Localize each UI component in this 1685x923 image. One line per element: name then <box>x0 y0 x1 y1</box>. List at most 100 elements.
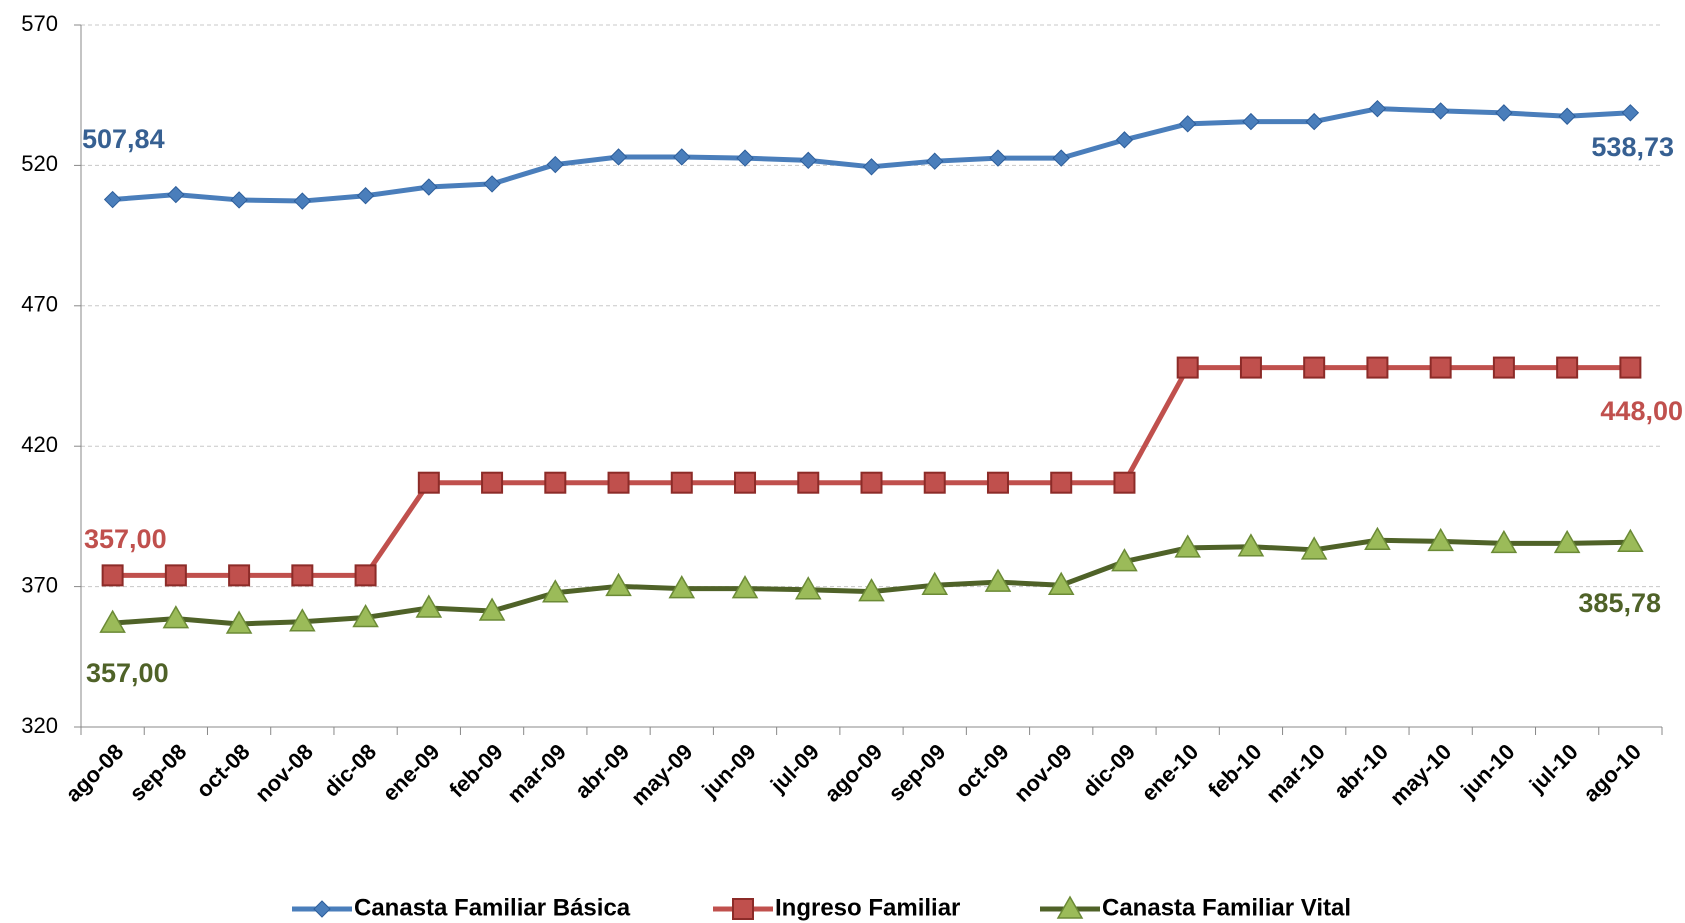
marker <box>101 564 124 587</box>
marker <box>415 594 443 618</box>
x-tick-label: feb-09 <box>444 739 507 802</box>
marker <box>794 576 822 600</box>
value-label: 385,78 <box>1578 588 1661 618</box>
marker <box>354 564 377 587</box>
marker <box>1619 356 1642 379</box>
marker <box>103 190 122 209</box>
marker <box>162 605 190 629</box>
x-tick-label: oct-09 <box>950 739 1013 802</box>
x-tick-label: may-10 <box>1385 739 1456 810</box>
marker <box>167 185 185 204</box>
value-label: 448,00 <box>1600 396 1683 426</box>
marker <box>605 572 632 597</box>
marker <box>313 900 331 918</box>
marker <box>1237 533 1265 557</box>
x-tick-label: abr-10 <box>1329 739 1393 803</box>
marker <box>984 568 1012 592</box>
marker <box>860 471 883 494</box>
legend-label: Canasta Familiar Vital <box>1102 894 1351 921</box>
x-tick-label: jun-09 <box>696 739 760 803</box>
marker <box>1492 356 1515 379</box>
marker <box>228 564 251 587</box>
value-label: 507,84 <box>82 124 165 154</box>
marker <box>1368 99 1387 118</box>
x-tick-label: nov-08 <box>250 739 318 807</box>
legend-label: Canasta Familiar Básica <box>354 894 631 921</box>
marker <box>478 597 506 621</box>
marker <box>736 149 754 167</box>
y-tick-label: 320 <box>21 713 58 738</box>
marker <box>923 471 946 494</box>
x-tick-label: ene-09 <box>377 739 444 806</box>
marker <box>1176 356 1199 379</box>
marker <box>1113 471 1136 494</box>
x-tick-label: ago-10 <box>1578 739 1646 807</box>
marker <box>356 187 375 205</box>
marker <box>1047 571 1075 595</box>
marker <box>1490 529 1518 554</box>
value-label: 357,00 <box>86 658 169 688</box>
marker <box>1305 112 1323 131</box>
x-tick-label: jul-10 <box>1524 739 1583 798</box>
marker <box>1553 529 1581 554</box>
marker <box>799 151 817 170</box>
marker <box>1617 528 1644 553</box>
marker <box>609 148 628 166</box>
marker <box>546 155 565 174</box>
x-tick-label: mar-09 <box>502 739 571 808</box>
annotation: 357,00 <box>84 524 167 554</box>
marker <box>417 471 440 494</box>
marker <box>1366 356 1389 379</box>
marker <box>1556 356 1579 379</box>
marker <box>1242 112 1260 131</box>
y-tick-label: 570 <box>21 11 58 36</box>
x-tick-label: ago-09 <box>819 739 887 807</box>
marker <box>797 471 820 494</box>
marker <box>481 471 504 494</box>
marker <box>1427 527 1454 552</box>
marker <box>858 578 885 602</box>
marker <box>1178 115 1197 133</box>
marker <box>732 898 754 920</box>
marker <box>1056 895 1084 919</box>
x-tick-label: feb-10 <box>1203 739 1266 802</box>
marker <box>1239 356 1262 379</box>
marker <box>731 575 759 599</box>
marker <box>420 178 438 196</box>
x-tick-label: sep-08 <box>125 739 192 806</box>
marker <box>673 148 691 166</box>
marker <box>1429 356 1452 379</box>
marker <box>1364 526 1391 551</box>
x-tick-label: abr-09 <box>570 739 634 803</box>
marker <box>989 149 1007 167</box>
marker <box>291 564 314 587</box>
marker <box>1431 102 1450 120</box>
marker <box>1303 356 1326 379</box>
marker <box>164 564 187 587</box>
series-line <box>112 106 1631 204</box>
marker <box>926 152 944 170</box>
marker <box>1300 536 1328 560</box>
x-tick-label: mar-10 <box>1261 739 1330 808</box>
marker <box>1621 104 1640 122</box>
y-tick-label: 470 <box>21 292 58 317</box>
x-tick-label: dic-08 <box>319 739 382 802</box>
x-tick-label: may-09 <box>626 739 697 810</box>
x-tick-label: jul-09 <box>765 739 824 798</box>
x-tick-label: oct-08 <box>191 739 254 802</box>
marker <box>483 175 501 193</box>
marker <box>986 471 1009 494</box>
x-tick-label: nov-09 <box>1009 739 1077 807</box>
marker <box>921 571 949 595</box>
y-tick-label: 420 <box>21 432 58 457</box>
value-label: 538,73 <box>1591 132 1674 162</box>
x-tick-label: dic-09 <box>1077 739 1140 802</box>
marker <box>230 191 248 209</box>
series-line <box>112 365 1631 578</box>
marker <box>670 471 693 494</box>
marker <box>1558 107 1576 125</box>
marker <box>1052 149 1070 167</box>
marker <box>607 471 630 494</box>
marker <box>1115 131 1134 149</box>
